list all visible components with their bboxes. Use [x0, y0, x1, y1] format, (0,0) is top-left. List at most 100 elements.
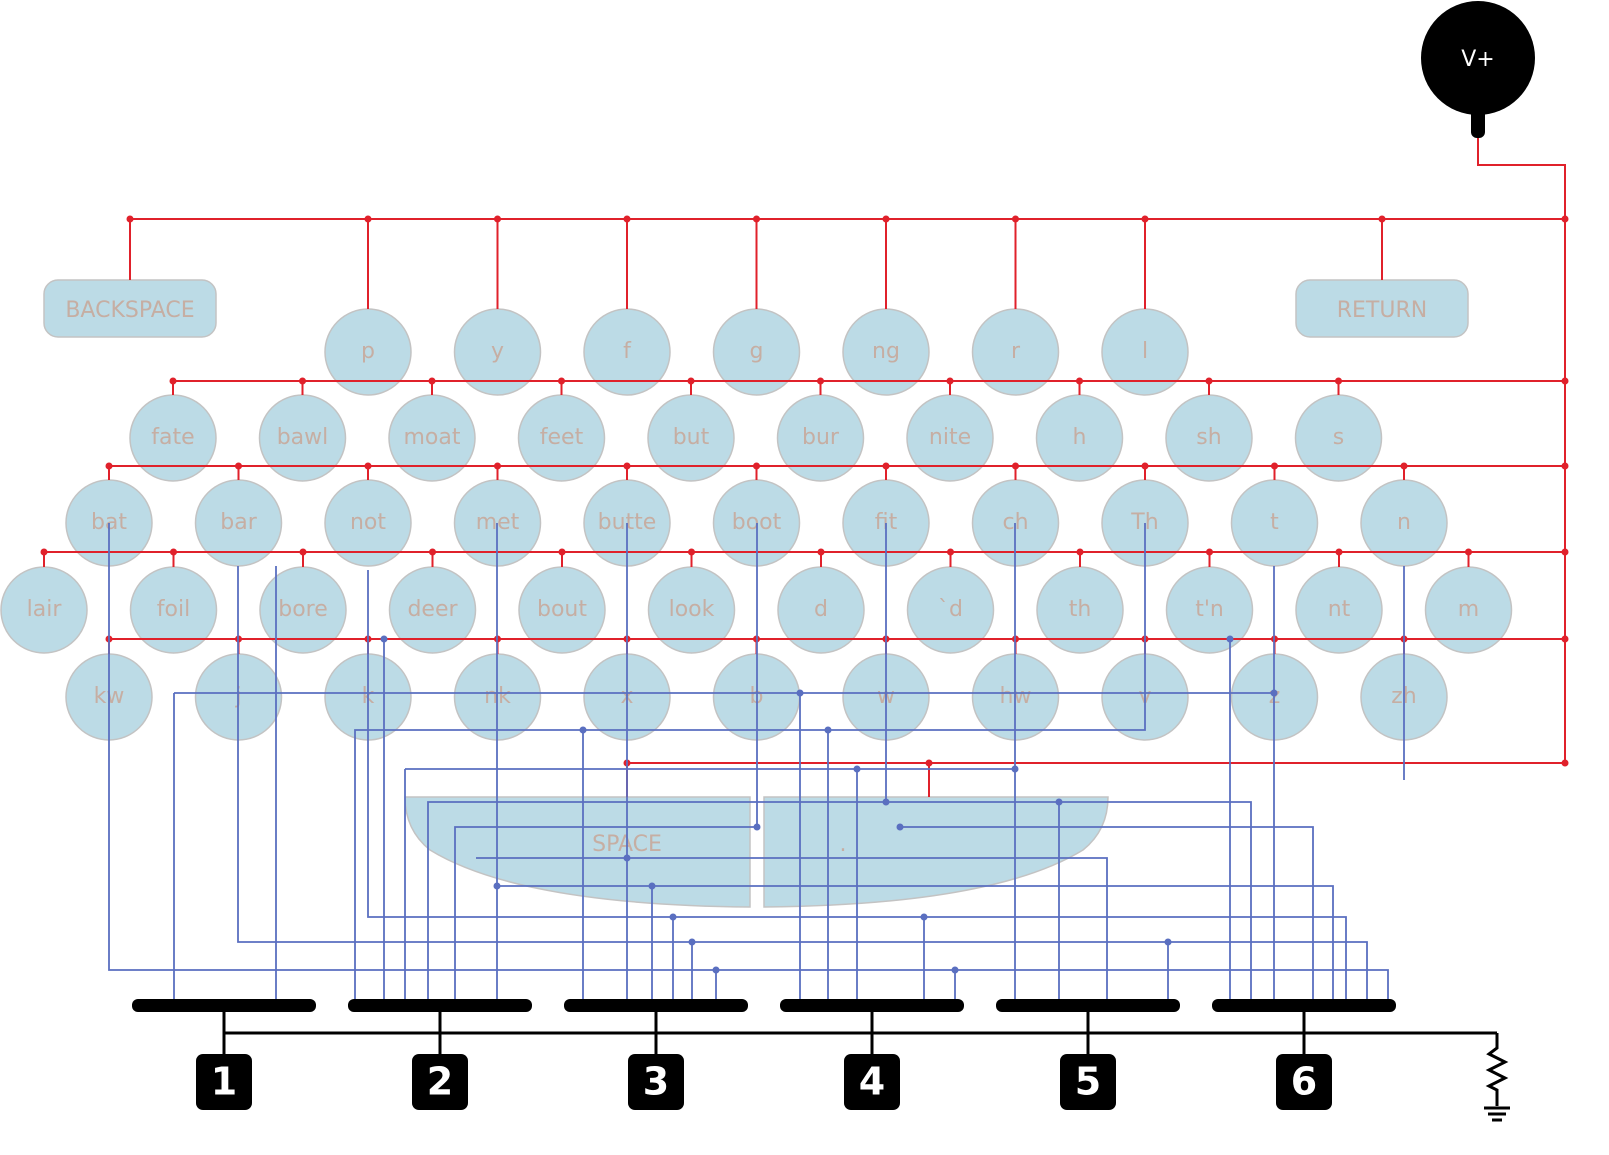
- key-label: sh: [1196, 425, 1221, 450]
- junction: [824, 726, 832, 734]
- junction: [169, 377, 177, 385]
- signal-wire: [476, 857, 1108, 1005]
- junction: [494, 215, 501, 223]
- junction: [796, 689, 804, 697]
- bus-bar: [780, 999, 964, 1012]
- bus-number-box: [1276, 1054, 1332, 1110]
- resistor: [1485, 1033, 1509, 1106]
- junction: [1164, 938, 1172, 946]
- key-label: RETURN: [1337, 298, 1427, 323]
- key-label: s: [1333, 425, 1344, 450]
- key-label: n: [1397, 510, 1411, 535]
- key-label: bout: [537, 597, 587, 622]
- junction: [105, 462, 113, 470]
- junction: [558, 548, 566, 556]
- junction: [882, 798, 890, 806]
- junction: [428, 377, 436, 385]
- junction: [817, 548, 825, 556]
- period-bar[interactable]: [763, 796, 1109, 908]
- junction: [688, 548, 695, 556]
- junction: [946, 377, 954, 385]
- bus-number: 5: [1075, 1060, 1101, 1104]
- key-label: bawl: [277, 425, 329, 450]
- bus-number: 4: [859, 1060, 885, 1104]
- bus-number: 1: [211, 1060, 237, 1104]
- space-bar[interactable]: [404, 796, 751, 908]
- key-label: bar: [220, 510, 257, 535]
- key-label: g: [750, 339, 764, 364]
- junction: [1141, 462, 1149, 470]
- bus-bar: [564, 999, 748, 1012]
- junction: [648, 882, 656, 890]
- key-label: but: [673, 425, 710, 450]
- junction: [623, 854, 631, 862]
- key-label: `d: [938, 597, 963, 622]
- junction: [1378, 215, 1386, 223]
- junction: [947, 548, 954, 556]
- key-label: t'n: [1195, 597, 1224, 622]
- junction: [1076, 548, 1084, 556]
- bus-bar: [996, 999, 1180, 1012]
- junction: [364, 215, 372, 223]
- key-label: th: [1069, 597, 1092, 622]
- junction: [299, 377, 306, 385]
- signal-wire: [237, 566, 1368, 1005]
- junction: [364, 462, 372, 470]
- key-label: .: [840, 832, 847, 857]
- junction: [429, 548, 436, 556]
- junction: [579, 726, 587, 734]
- key-label: lair: [27, 597, 63, 622]
- junction: [623, 462, 631, 470]
- junction: [126, 215, 134, 223]
- key-label: nite: [929, 425, 971, 450]
- junction: [688, 938, 696, 946]
- junction: [1012, 462, 1019, 470]
- bus-number-box: [196, 1054, 252, 1110]
- bus-number-box: [1060, 1054, 1116, 1110]
- key-label: bur: [802, 425, 840, 450]
- key-label: h: [1073, 425, 1087, 450]
- bus-number: 2: [427, 1060, 453, 1104]
- junction: [1465, 548, 1472, 556]
- key-label: foil: [157, 597, 190, 622]
- signal-wire: [354, 523, 1146, 1005]
- junction: [1271, 462, 1278, 470]
- junction: [882, 462, 890, 470]
- key-label: BACKSPACE: [65, 298, 194, 323]
- bus-number: 6: [1291, 1060, 1317, 1104]
- junction: [1205, 377, 1213, 385]
- key-label: f: [623, 339, 632, 364]
- junction: [1400, 462, 1408, 470]
- junction: [817, 377, 824, 385]
- key-label: r: [1011, 339, 1021, 364]
- junction: [1141, 215, 1149, 223]
- bus-number-box: [412, 1054, 468, 1110]
- junction: [1011, 765, 1019, 773]
- junction: [669, 913, 677, 921]
- bus-number-box: [844, 1054, 900, 1110]
- key-label: t: [1270, 510, 1279, 535]
- junction: [896, 823, 904, 831]
- signal-wire: [886, 801, 1252, 1005]
- key-label: d: [814, 597, 828, 622]
- junction: [951, 966, 959, 974]
- bus-bar: [132, 999, 316, 1012]
- key-label: feet: [540, 425, 584, 450]
- key-label: deer: [407, 597, 458, 622]
- junction: [1561, 548, 1569, 556]
- junction: [1335, 548, 1343, 556]
- junction: [753, 462, 760, 470]
- key-label: bore: [278, 597, 328, 622]
- junction: [1561, 635, 1569, 643]
- junction: [494, 462, 501, 470]
- junction: [1206, 548, 1213, 556]
- key-label: p: [361, 339, 375, 364]
- signal-wire: [108, 523, 1389, 1005]
- junction: [1012, 215, 1019, 223]
- junction: [1076, 377, 1083, 385]
- bus-number: 3: [643, 1060, 669, 1104]
- junction: [1335, 377, 1342, 385]
- junction: [920, 913, 928, 921]
- junction: [753, 823, 761, 831]
